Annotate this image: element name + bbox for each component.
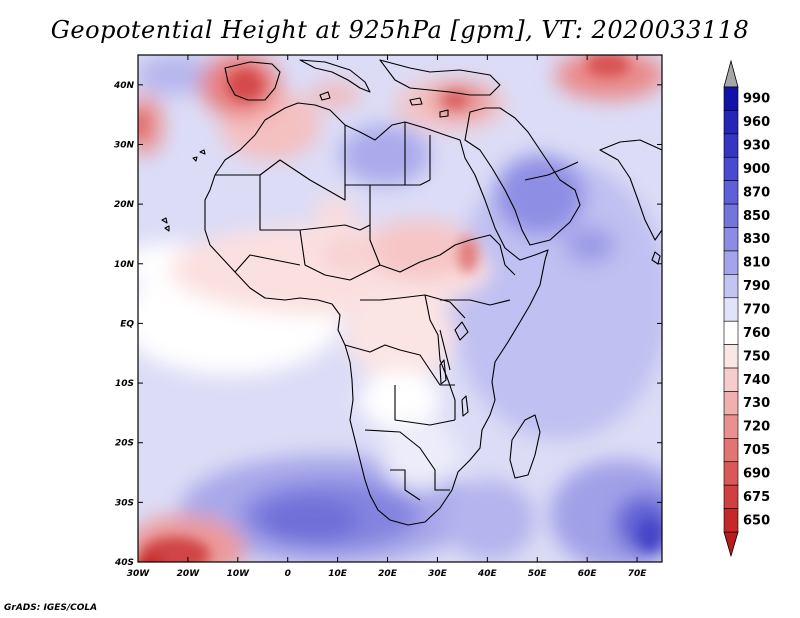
lat-tick-label: 30N bbox=[114, 140, 135, 150]
lon-tick-label: 20W bbox=[177, 569, 201, 579]
colorbar-label: 990 bbox=[743, 92, 770, 107]
colorbar-swatch bbox=[723, 414, 739, 439]
colorbar-label: 750 bbox=[743, 349, 770, 364]
latitude-axis: 40N 30N 20N 10N EQ 10S 20S 30S 40S bbox=[113, 81, 662, 568]
colorbar-swatch bbox=[723, 274, 739, 299]
lon-tick-label: 0 bbox=[285, 569, 291, 579]
lon-tick-label: 50E bbox=[528, 569, 548, 579]
colorbar-label: 810 bbox=[743, 256, 770, 271]
colorbar-label: 705 bbox=[743, 443, 770, 458]
colorbar-label: 650 bbox=[743, 513, 770, 528]
lat-tick-label: 10N bbox=[114, 260, 135, 270]
colorbar-swatch bbox=[723, 203, 739, 228]
colorbar-swatch bbox=[723, 110, 739, 135]
lon-tick-label: 20E bbox=[378, 569, 398, 579]
colorbar-swatch bbox=[723, 461, 739, 486]
colorbar-swatch bbox=[723, 180, 739, 205]
coastline-outlines bbox=[161, 59, 662, 526]
colorbar-label: 770 bbox=[743, 303, 770, 318]
lon-tick-label: 30E bbox=[428, 569, 448, 579]
colorbar-swatch bbox=[723, 250, 739, 275]
height-field bbox=[138, 55, 662, 562]
colorbar-label: 830 bbox=[743, 232, 770, 247]
colorbar-swatch bbox=[723, 344, 739, 369]
lat-tick-label: 40S bbox=[114, 558, 134, 568]
colorbar-label: 930 bbox=[743, 139, 770, 154]
colorbar-swatch bbox=[723, 227, 739, 252]
colorbar-label: 850 bbox=[743, 209, 770, 224]
lon-tick-label: 40E bbox=[477, 569, 498, 579]
colorbar-bottom-arrow bbox=[723, 531, 739, 558]
lon-tick-label: 70E bbox=[628, 569, 648, 579]
colorbar-swatch bbox=[723, 320, 739, 345]
colorbar-label: 790 bbox=[743, 279, 770, 294]
lon-tick-label: 30W bbox=[127, 569, 151, 579]
colorbar-swatch bbox=[723, 133, 739, 158]
colorbar-swatch bbox=[723, 391, 739, 416]
lat-tick-label: 10S bbox=[115, 379, 134, 389]
colorbar-label: 870 bbox=[743, 185, 770, 200]
lat-tick-label: EQ bbox=[120, 319, 134, 329]
colorbar-swatch bbox=[723, 367, 739, 392]
colorbar-label: 960 bbox=[743, 115, 770, 130]
colorbar-label: 690 bbox=[743, 466, 770, 481]
colorbar-swatch bbox=[723, 484, 739, 509]
lon-tick-label: 10W bbox=[227, 569, 251, 579]
lon-tick-label: 60E bbox=[578, 569, 598, 579]
lon-tick-label: 10E bbox=[328, 569, 348, 579]
colorbar-swatch bbox=[723, 438, 739, 463]
colorbar-label: 675 bbox=[743, 490, 770, 505]
colorbar-label: 740 bbox=[743, 373, 770, 388]
longitude-axis: 30W 20W 10W 0 10E 20E 30E 40E 50E 60E 70E bbox=[127, 55, 647, 579]
colorbar-label: 900 bbox=[743, 162, 770, 177]
lat-tick-label: 40N bbox=[113, 81, 135, 91]
lat-tick-label: 20N bbox=[114, 200, 135, 210]
colorbar-label: 720 bbox=[743, 420, 770, 435]
lat-tick-label: 30S bbox=[115, 498, 134, 508]
map-title: Geopotential Height at 925hPa [gpm], VT:… bbox=[50, 16, 750, 44]
colorbar-swatch bbox=[723, 297, 739, 322]
colorbar: 990 960 930 900 870 850 830 810 790 770 760 750 740 7… bbox=[723, 59, 770, 558]
credit-label: GrADS: IGES/COLA bbox=[4, 603, 98, 613]
colorbar-label: 760 bbox=[743, 326, 770, 341]
colorbar-swatch bbox=[723, 508, 739, 533]
map-frame bbox=[137, 54, 663, 563]
lat-tick-label: 20S bbox=[115, 439, 134, 449]
colorbar-swatch bbox=[723, 86, 739, 111]
colorbar-label: 730 bbox=[743, 396, 770, 411]
colorbar-swatch bbox=[723, 156, 739, 181]
colorbar-top-arrow bbox=[723, 59, 739, 88]
